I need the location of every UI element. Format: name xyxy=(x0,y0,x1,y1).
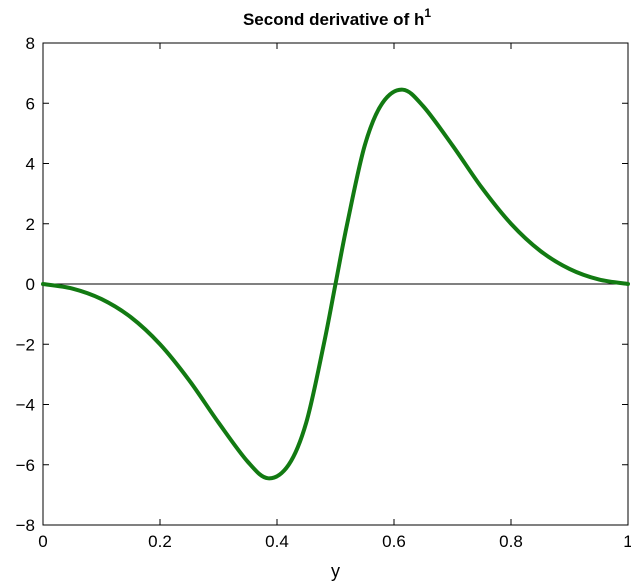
y-tick-label: 0 xyxy=(26,275,35,294)
chart-title: Second derivative of h1 xyxy=(243,6,431,29)
y-tick-label: −6 xyxy=(16,456,35,475)
y-tick-label: 2 xyxy=(26,215,35,234)
y-tick-label: −4 xyxy=(16,396,35,415)
series-line xyxy=(41,87,630,481)
chart-title-superscript: 1 xyxy=(424,6,431,20)
svg-text:Second derivative of h1: Second derivative of h1 xyxy=(243,6,431,29)
chart-title-text: Second derivative of h xyxy=(243,10,424,29)
y-tick-label: −2 xyxy=(16,335,35,354)
y-tick-label: 8 xyxy=(26,34,35,53)
x-tick-label: 0.6 xyxy=(382,532,406,551)
x-tick-label: 0.4 xyxy=(265,532,289,551)
x-tick-label: 1 xyxy=(623,532,631,551)
y-tick-label: −8 xyxy=(16,516,35,535)
y-tick-label: 4 xyxy=(26,155,35,174)
x-tick-label: 0 xyxy=(38,532,47,551)
x-tick-label: 0.8 xyxy=(499,532,523,551)
tick-labels: 0 0.2 0.4 0.6 0.8 1 −8 −6 −4 −2 0 2 4 6 8 xyxy=(16,34,631,551)
y-tick-label: 6 xyxy=(26,94,35,113)
x-tick-label: 0.2 xyxy=(148,532,172,551)
x-axis-label: y xyxy=(331,561,340,581)
